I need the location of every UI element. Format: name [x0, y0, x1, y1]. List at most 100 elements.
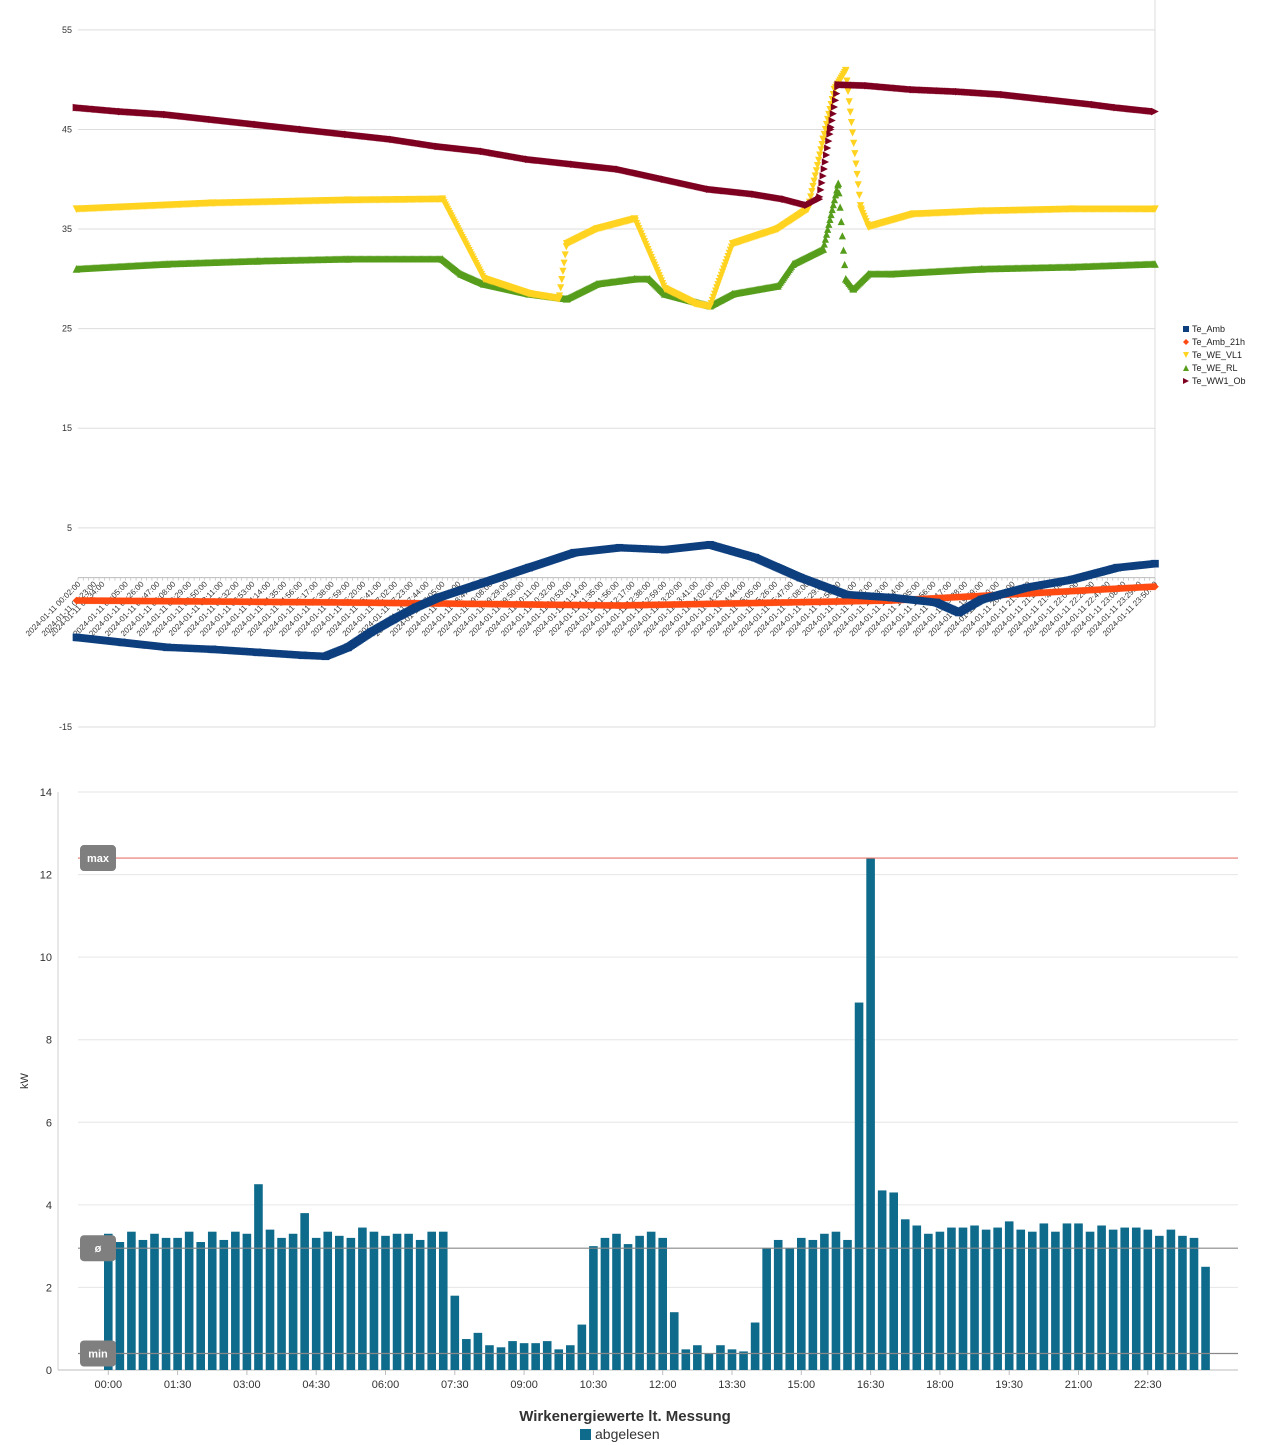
data-point — [72, 265, 81, 273]
data-point — [525, 563, 533, 572]
bar — [381, 1235, 390, 1370]
bar — [600, 1237, 610, 1370]
bar — [704, 1353, 714, 1370]
data-point — [434, 142, 443, 151]
x-tick-label: 07:30 — [441, 1379, 469, 1391]
bar — [1062, 1223, 1072, 1370]
data-point — [826, 125, 835, 134]
data-point — [562, 240, 571, 248]
data-point — [819, 135, 827, 144]
bar — [658, 1237, 667, 1370]
data-point — [366, 628, 375, 637]
bar — [566, 1345, 575, 1370]
data-point — [163, 643, 171, 652]
data-point — [615, 601, 624, 610]
bar — [231, 1231, 240, 1370]
data-point — [208, 199, 217, 207]
data-point — [344, 598, 352, 607]
data-point — [691, 299, 699, 308]
bar — [1074, 1223, 1083, 1370]
bar — [750, 1322, 760, 1370]
bar — [1004, 1221, 1014, 1370]
bar — [577, 1324, 587, 1370]
data-point — [298, 125, 307, 134]
legend-label: abgelesen — [595, 1426, 660, 1442]
data-point — [706, 185, 714, 194]
bar — [1189, 1237, 1199, 1370]
data-point — [909, 85, 918, 94]
bar — [797, 1237, 806, 1370]
legend-label: Te_Amb — [1192, 324, 1225, 334]
bar — [947, 1227, 956, 1370]
bar — [993, 1227, 1002, 1370]
x-tick-label: 03:00 — [233, 1379, 261, 1391]
chart-title: Wirkenergiewerte lt. Messung — [519, 1408, 731, 1425]
bar — [473, 1332, 483, 1370]
bar — [831, 1231, 841, 1370]
data-point — [298, 651, 307, 660]
data-point — [819, 245, 827, 253]
y-tick-label: 12 — [40, 870, 52, 882]
x-tick-label: 12:00 — [649, 1379, 677, 1391]
bar — [693, 1345, 702, 1370]
bar — [1016, 1229, 1026, 1370]
bar — [623, 1244, 633, 1370]
data-point — [615, 543, 624, 552]
bar — [935, 1231, 945, 1370]
bar — [1120, 1227, 1129, 1370]
x-tick-label: 10:30 — [580, 1379, 608, 1391]
data-point — [789, 260, 797, 268]
data-point — [1045, 95, 1054, 104]
x-tick-label: 06:00 — [372, 1379, 400, 1391]
y-tick-label: -15 — [59, 722, 72, 732]
bar — [173, 1237, 182, 1370]
bar — [1085, 1231, 1095, 1370]
data-point — [72, 205, 81, 213]
data-point — [841, 66, 850, 75]
reference-badge — [80, 1340, 116, 1367]
data-point — [864, 270, 873, 278]
bar — [254, 1184, 263, 1370]
y-axis-label: kW — [19, 1072, 31, 1089]
bar — [242, 1233, 252, 1370]
series-te-ww1-ob — [72, 80, 1159, 209]
data-point — [857, 205, 865, 213]
data-point — [864, 223, 873, 231]
bar — [392, 1233, 402, 1370]
data-point — [1068, 575, 1076, 584]
power-bar-chart: 0 2 4 6 8 10 12 14 kW 00:00 01:30 03:00 04:30 06:00 07… — [19, 787, 1238, 1442]
data-point — [781, 195, 790, 203]
data-point — [1022, 583, 1031, 592]
bar — [1201, 1266, 1210, 1370]
data-point — [1151, 582, 1159, 591]
bar — [104, 1233, 113, 1370]
y-tick-label: 14 — [40, 787, 52, 799]
data-point — [525, 155, 533, 164]
bar — [924, 1233, 933, 1370]
data-point — [253, 648, 262, 657]
data-point — [1151, 260, 1159, 268]
bar — [739, 1351, 748, 1370]
data-point — [562, 294, 571, 303]
data-point — [208, 115, 217, 124]
bar — [161, 1237, 171, 1370]
bar — [635, 1235, 644, 1370]
bar — [138, 1239, 148, 1370]
data-point — [344, 196, 352, 204]
bar — [485, 1345, 494, 1370]
data-point — [457, 270, 465, 278]
data-point — [774, 282, 782, 290]
x-tick-label: 13:30 — [718, 1379, 746, 1391]
bar — [531, 1343, 540, 1370]
chart-1-container: 55 45 35 25 15 5 -15 2024-01-11 00:02:00 2024-01… — [24, 0, 1246, 732]
bar — [646, 1231, 656, 1370]
data-point — [834, 80, 843, 89]
data-point — [479, 280, 488, 288]
data-point-trail — [72, 81, 1159, 209]
bar — [554, 1349, 564, 1370]
data-point — [841, 590, 850, 599]
data-point — [796, 573, 805, 582]
data-point — [660, 545, 669, 554]
legend-marker — [1183, 365, 1189, 371]
data-point — [1113, 103, 1122, 112]
